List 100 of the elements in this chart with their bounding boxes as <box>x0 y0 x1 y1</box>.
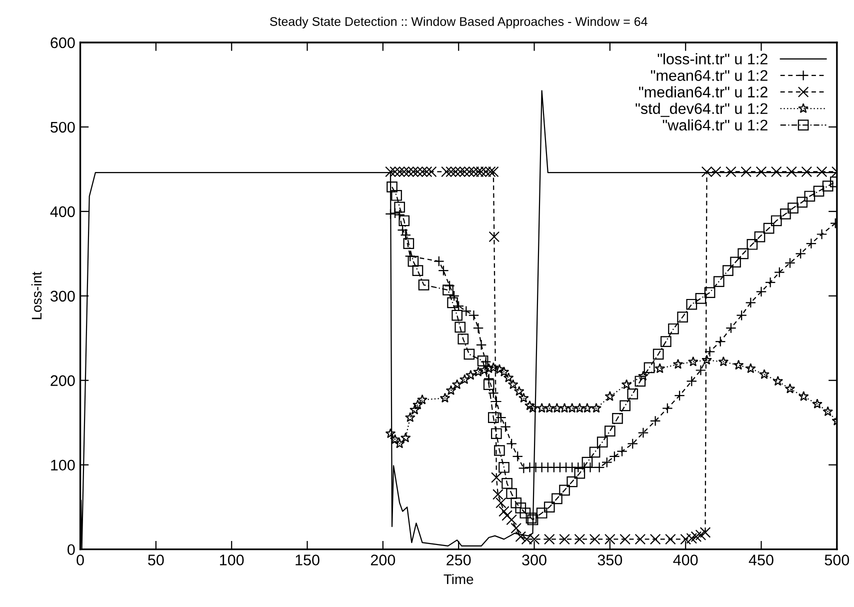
x-axis-title: Time <box>444 574 474 584</box>
point <box>491 472 502 483</box>
point <box>686 376 698 387</box>
point <box>736 310 747 321</box>
point <box>488 231 500 242</box>
point <box>544 402 555 413</box>
point <box>385 428 396 438</box>
point <box>784 383 796 394</box>
point <box>650 534 661 545</box>
point <box>591 402 602 413</box>
point <box>400 432 411 442</box>
point <box>816 228 828 240</box>
point <box>559 534 570 545</box>
point <box>390 434 400 444</box>
point <box>506 514 517 526</box>
x-tick-label: 100 <box>220 554 244 566</box>
point <box>510 522 522 534</box>
point <box>650 416 661 426</box>
point <box>798 391 809 401</box>
point <box>745 363 756 374</box>
point <box>638 427 649 438</box>
point <box>440 392 450 403</box>
point <box>672 358 684 369</box>
y-axis-title: Loss-int <box>31 272 42 320</box>
point <box>702 354 712 365</box>
point <box>801 166 812 178</box>
x-tick-label: 450 <box>748 554 774 566</box>
y-tick-label: 300 <box>50 290 75 302</box>
point <box>574 534 586 545</box>
point <box>638 370 648 381</box>
point <box>498 366 510 376</box>
legend-label: "median64.tr" u 1:2 <box>639 86 768 98</box>
point <box>468 310 480 321</box>
x-tick-label: 400 <box>673 554 698 566</box>
point <box>515 531 526 542</box>
point <box>816 166 828 178</box>
point <box>404 412 416 422</box>
point <box>688 356 698 366</box>
y-tick-label: 0 <box>68 544 75 556</box>
x-tick-label: 0 <box>76 554 84 566</box>
point <box>704 346 716 358</box>
point <box>620 534 630 545</box>
point <box>756 166 767 178</box>
point <box>496 412 506 423</box>
point <box>552 402 562 413</box>
point <box>740 166 752 178</box>
point <box>566 402 578 413</box>
point <box>412 399 423 410</box>
point <box>574 402 585 413</box>
point <box>500 421 511 432</box>
legend-label: "wali64.tr" u 1:2 <box>662 119 768 131</box>
point <box>460 306 472 317</box>
point <box>503 372 514 382</box>
point <box>770 166 782 178</box>
point <box>473 366 484 376</box>
point <box>536 402 548 413</box>
point <box>494 364 505 374</box>
point <box>518 392 529 403</box>
point <box>502 510 512 521</box>
x-tick-label: 200 <box>370 554 396 566</box>
point <box>472 322 484 334</box>
point <box>764 276 776 288</box>
x-tick-label: 500 <box>824 554 850 566</box>
y-tick-label: 500 <box>50 122 75 133</box>
point <box>634 534 646 545</box>
point <box>627 438 638 450</box>
legend-label: "loss-int.tr" u 1:2 <box>658 53 768 64</box>
point <box>417 394 428 404</box>
point <box>528 402 538 413</box>
point <box>604 391 616 401</box>
point <box>759 369 770 379</box>
point <box>512 451 524 462</box>
point <box>726 322 736 334</box>
point <box>772 376 784 386</box>
x-tick-label: 300 <box>522 554 546 566</box>
point <box>434 256 444 267</box>
point <box>506 438 517 450</box>
point <box>714 336 726 347</box>
point <box>452 379 462 390</box>
point <box>621 379 632 390</box>
point <box>459 374 470 384</box>
point <box>674 390 685 402</box>
point <box>446 385 456 396</box>
point <box>806 238 817 249</box>
point <box>700 527 711 538</box>
point <box>774 266 785 278</box>
point <box>488 362 499 372</box>
point <box>410 404 420 414</box>
point <box>496 497 506 508</box>
y-tick-label: 600 <box>50 37 75 48</box>
point <box>444 280 455 292</box>
point <box>479 364 490 375</box>
point <box>544 534 555 545</box>
point <box>559 402 570 413</box>
point <box>654 363 666 374</box>
chart-title: Steady State Detection :: Window Based Approaches - Window = 64 <box>270 16 648 28</box>
point <box>466 370 476 380</box>
point <box>784 258 796 268</box>
y-tick-label: 100 <box>51 460 75 471</box>
point <box>822 406 834 416</box>
